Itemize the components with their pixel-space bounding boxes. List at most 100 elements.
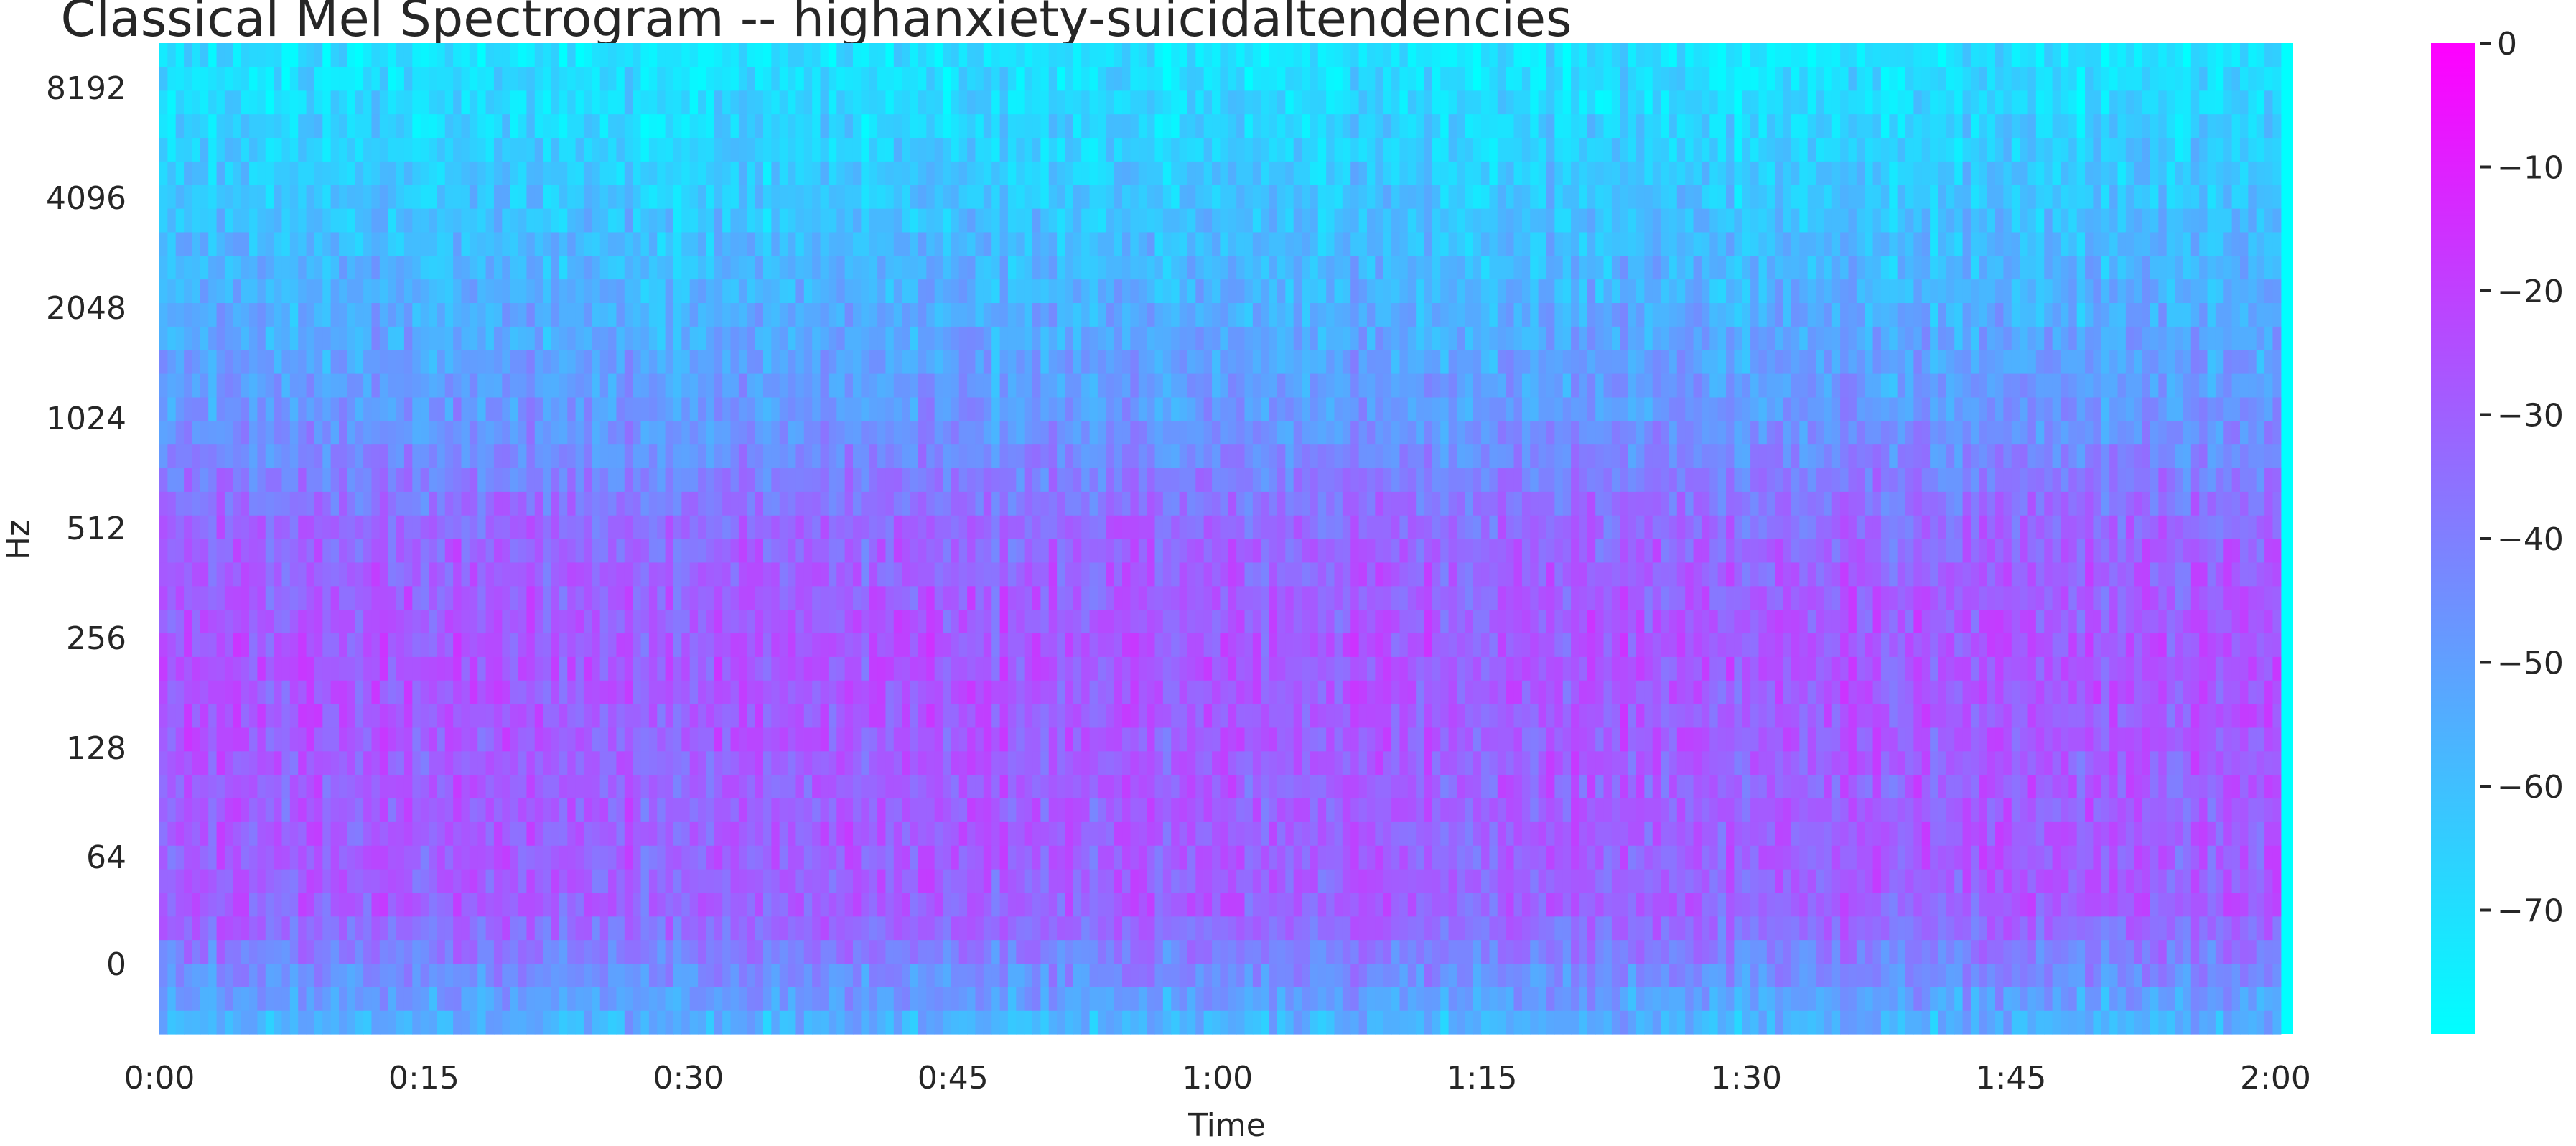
heatmap-cell xyxy=(1579,939,1588,964)
heatmap-cell xyxy=(2020,916,2029,941)
heatmap-cell xyxy=(1317,869,1327,893)
heatmap-cell xyxy=(2011,633,2020,657)
heatmap-cell xyxy=(200,963,209,987)
heatmap-cell xyxy=(1244,987,1254,1011)
heatmap-cell xyxy=(1962,916,1971,941)
heatmap-cell xyxy=(1791,727,1800,752)
heatmap-cell xyxy=(1195,680,1205,704)
heatmap-cell xyxy=(502,821,511,846)
heatmap-cell xyxy=(184,774,193,799)
heatmap-cell xyxy=(1302,798,1311,822)
heatmap-cell xyxy=(543,1010,552,1035)
heatmap-cell xyxy=(1154,585,1164,610)
heatmap-cell xyxy=(1252,939,1261,964)
heatmap-cell xyxy=(1212,680,1221,704)
heatmap-cell xyxy=(1350,704,1360,728)
heatmap-cell xyxy=(1147,750,1156,775)
heatmap-cell xyxy=(1530,750,1539,775)
heatmap-cell xyxy=(1506,987,1515,1011)
heatmap-cell xyxy=(1220,916,1229,941)
heatmap-cell xyxy=(543,869,552,893)
heatmap-cell xyxy=(1269,727,1278,752)
heatmap-cell xyxy=(869,892,878,917)
heatmap-cell xyxy=(1375,869,1384,893)
heatmap-cell xyxy=(257,845,266,870)
heatmap-cell xyxy=(788,939,797,964)
heatmap-cell xyxy=(2027,963,2037,987)
heatmap-cell xyxy=(861,774,870,799)
heatmap-cell xyxy=(1676,798,1686,822)
heatmap-cell xyxy=(1897,845,1906,870)
heatmap-cell xyxy=(2076,987,2086,1011)
heatmap-cell xyxy=(1342,939,1351,964)
heatmap-cell xyxy=(1497,939,1506,964)
heatmap-cell xyxy=(1848,633,1857,657)
heatmap-cell xyxy=(1840,1010,1849,1035)
heatmap-cell xyxy=(249,585,258,610)
heatmap-cell xyxy=(1391,727,1401,752)
heatmap-cell xyxy=(2093,704,2102,728)
heatmap-cell xyxy=(1897,704,1906,728)
heatmap-cell xyxy=(1114,609,1123,634)
heatmap-cell xyxy=(1497,798,1506,822)
heatmap-cell xyxy=(1269,916,1278,941)
heatmap-cell xyxy=(355,963,364,987)
heatmap-cell xyxy=(681,609,691,634)
heatmap-cell xyxy=(534,798,543,822)
heatmap-cell xyxy=(1546,750,1555,775)
heatmap-cell xyxy=(1644,798,1653,822)
heatmap-cell xyxy=(403,774,413,799)
heatmap-cell xyxy=(1856,1010,1865,1035)
heatmap-cell xyxy=(306,656,315,681)
heatmap-cell xyxy=(1979,963,1988,987)
heatmap-cell xyxy=(2142,704,2151,728)
heatmap-cell xyxy=(583,633,592,657)
heatmap-cell xyxy=(991,656,1001,681)
heatmap-cell xyxy=(1661,609,1670,634)
heatmap-cell xyxy=(192,869,201,893)
heatmap-cell xyxy=(1848,774,1857,799)
heatmap-cell xyxy=(1399,916,1409,941)
heatmap-cell xyxy=(1897,585,1906,610)
heatmap-cell xyxy=(1661,939,1670,964)
heatmap-cell xyxy=(1644,680,1653,704)
heatmap-cell xyxy=(1024,963,1033,987)
heatmap-cell xyxy=(1905,821,1914,846)
heatmap-cell xyxy=(2231,633,2241,657)
heatmap-cell xyxy=(485,562,495,587)
heatmap-cell xyxy=(1791,963,1800,987)
heatmap-cell xyxy=(543,774,552,799)
heatmap-cell xyxy=(1791,845,1800,870)
heatmap-cell xyxy=(420,821,429,846)
heatmap-cell xyxy=(1652,892,1661,917)
heatmap-cell xyxy=(1106,609,1115,634)
heatmap-cell xyxy=(893,609,902,634)
heatmap-cell xyxy=(1154,869,1164,893)
heatmap-cell xyxy=(274,680,283,704)
heatmap-cell xyxy=(412,892,421,917)
heatmap-cell xyxy=(844,892,854,917)
heatmap-cell xyxy=(1040,750,1050,775)
heatmap-cell xyxy=(1073,869,1082,893)
heatmap-cell xyxy=(991,963,1001,987)
heatmap-cell xyxy=(762,798,772,822)
heatmap-cell xyxy=(208,869,218,893)
heatmap-cell xyxy=(828,585,837,610)
heatmap-cell xyxy=(1579,892,1588,917)
heatmap-cell xyxy=(918,727,927,752)
heatmap-cell xyxy=(289,845,299,870)
heatmap-cell xyxy=(1587,821,1596,846)
heatmap-cell xyxy=(2272,727,2282,752)
heatmap-cell xyxy=(877,963,887,987)
heatmap-cell xyxy=(2158,987,2167,1011)
heatmap-cell xyxy=(599,963,609,987)
heatmap-cell xyxy=(1554,774,1564,799)
heatmap-cell xyxy=(665,704,674,728)
heatmap-cell xyxy=(2150,774,2159,799)
heatmap-cell xyxy=(1171,892,1180,917)
heatmap-cell xyxy=(1383,633,1392,657)
heatmap-cell xyxy=(1007,656,1017,681)
heatmap-cell xyxy=(241,609,250,634)
heatmap-cell xyxy=(2134,1010,2143,1035)
heatmap-cell xyxy=(1620,892,1629,917)
